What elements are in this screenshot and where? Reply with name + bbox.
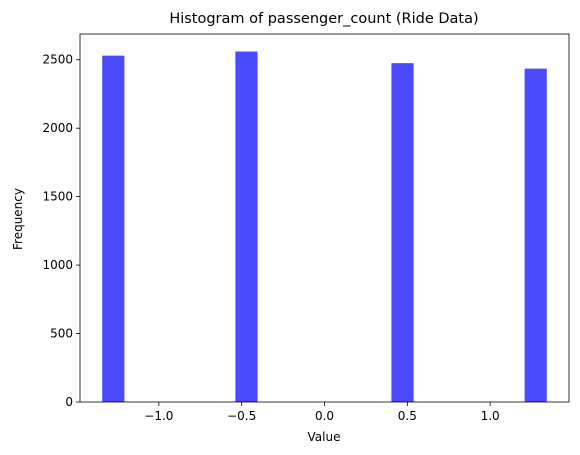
x-tick-label: −0.5	[227, 409, 256, 423]
y-tick-label: 500	[50, 327, 73, 341]
chart-title: Histogram of passenger_count (Ride Data)	[169, 11, 478, 27]
x-axis-label: Value	[308, 430, 341, 444]
y-tick-label: 2500	[42, 53, 73, 67]
x-tick-label: −1.0	[144, 409, 173, 423]
histogram-bar	[524, 68, 547, 402]
histogram-bar	[391, 63, 414, 403]
y-axis-label: Frequency	[11, 188, 25, 250]
bars-group	[102, 51, 547, 403]
y-tick-label: 0	[65, 395, 73, 409]
plot-frame	[79, 33, 570, 403]
x-tick-label: 1.0	[481, 409, 500, 423]
y-tick-label: 1000	[42, 258, 73, 272]
axes-group: −1.0 −0.5 0.0 0.5 1.0 0 500 1000 1500 2000 2500	[42, 33, 570, 423]
x-tick-label: 0.0	[315, 409, 334, 423]
histogram-bar	[102, 55, 125, 402]
histogram-bar	[235, 51, 258, 403]
x-tick-label: 0.5	[398, 409, 417, 423]
y-tick-label: 2000	[42, 121, 73, 135]
y-tick-label: 1500	[42, 190, 73, 204]
